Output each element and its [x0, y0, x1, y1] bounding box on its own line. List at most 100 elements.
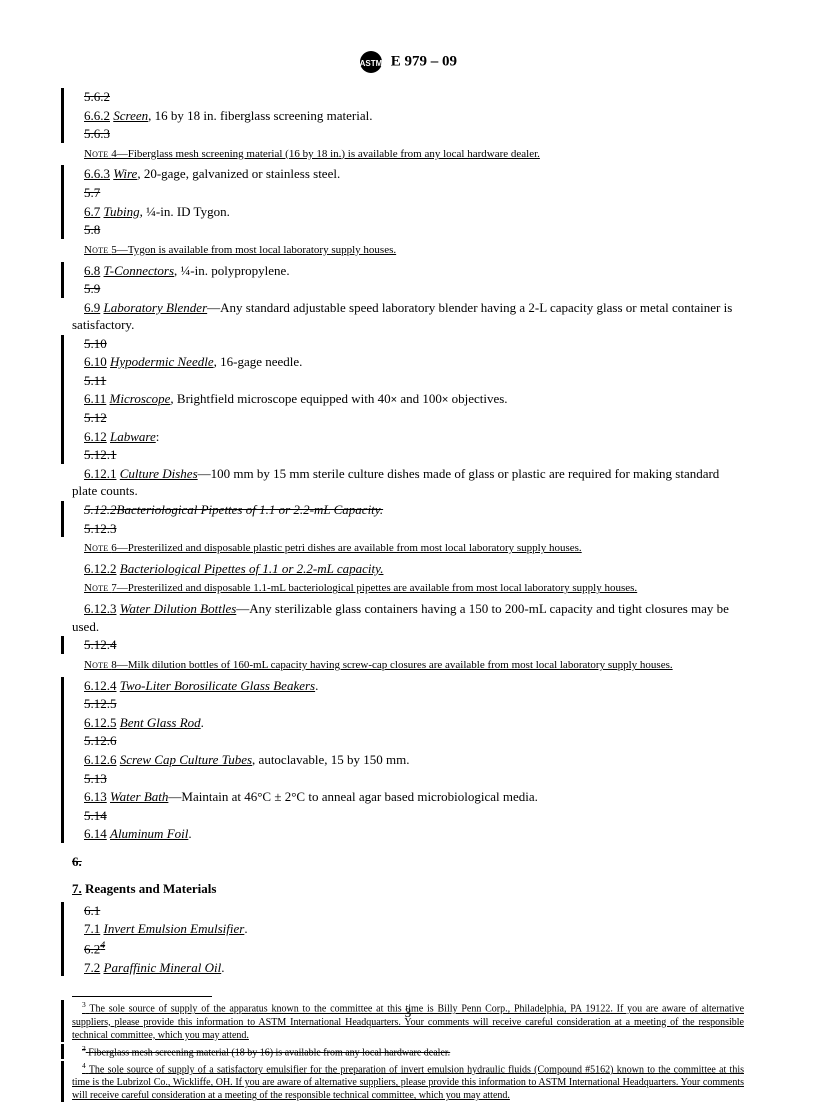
clause-text: : [156, 429, 160, 444]
struck-num: 5.14 [84, 808, 107, 823]
struck-num: 5.9 [84, 281, 100, 296]
clause-num: 6.9 [84, 300, 100, 315]
fn-text: Fiberglass mesh screening material (18 b… [88, 1047, 450, 1058]
note-lead: Note [84, 244, 111, 256]
clause-term: T-Connectors [104, 263, 175, 278]
clause-text: —Maintain at 46°C ± 2°C to anneal agar b… [168, 789, 538, 804]
struck-num: 6.2 [84, 941, 100, 956]
clause-text: objectives. [448, 391, 507, 406]
clause-term: Wire [113, 166, 137, 181]
clause-term: Water Dilution Bottles [120, 601, 237, 616]
clause-term: Screen [113, 108, 148, 123]
clause-term: Hypodermic Needle [110, 354, 214, 369]
struck-num: 5.12.4 [84, 637, 117, 652]
struck-num: 5.12 [84, 410, 107, 425]
struck-num: 5.11 [84, 373, 106, 388]
change-bar-block: 6.12.4 Two-Liter Borosilicate Glass Beak… [61, 677, 744, 843]
clause-num: 7.1 [84, 921, 100, 936]
change-bar-block: 5.12.4 [61, 636, 744, 654]
fn-ref: 4 [82, 1061, 86, 1070]
clause-text: , 16 by 18 in. fiberglass screening mate… [148, 108, 372, 123]
struck-num: 5.12.5 [84, 696, 117, 711]
clause-term: Bent Glass Rod [120, 715, 201, 730]
fn-ref: 3 [82, 1044, 86, 1053]
clause-text: , 20-gage, galvanized or stainless steel… [137, 166, 340, 181]
clause-num: 6.6.2 [84, 108, 110, 123]
note-text: 8—Milk dilution bottles of 160-mL capaci… [111, 659, 672, 671]
note-text: 5—Tygon is available from most local lab… [111, 244, 396, 256]
page-header: ASTM E 979 – 09 [72, 50, 744, 74]
struck-num: 5.12.1 [84, 447, 117, 462]
change-bar-block: 3 Fiberglass mesh screening material (18… [61, 1044, 744, 1059]
clause-text: , ¼-in. polypropylene. [174, 263, 290, 278]
clause-term: Screw Cap Culture Tubes [120, 752, 252, 767]
clause-num: 6.12.3 [84, 601, 117, 616]
struck-num: 5.6.2 [84, 89, 110, 104]
change-bar-block: 4 The sole source of supply of a satisfa… [61, 1061, 744, 1102]
clause-text: . [244, 921, 247, 936]
clause-term: Invert Emulsion Emulsifier [104, 921, 245, 936]
clause-text: , 16-gage needle. [214, 354, 303, 369]
clause-term: Paraffinic Mineral Oil [104, 960, 222, 975]
clause-text: and 100 [397, 391, 442, 406]
clause-text: . [315, 678, 318, 693]
clause-num: 6.7 [84, 204, 100, 219]
change-bar-block: 5.10 6.10 Hypodermic Needle, 16-gage nee… [61, 335, 744, 464]
clause-term: Microscope [110, 391, 171, 406]
clause-num: 6.11 [84, 391, 106, 406]
clause-term: Two-Liter Borosilicate Glass Beakers [120, 678, 315, 693]
struck-num: 5.12.3 [84, 521, 117, 536]
page-number: 3 [0, 1004, 816, 1022]
clause-num: 6.13 [84, 789, 107, 804]
struck-num: 5.13 [84, 771, 107, 786]
astm-logo: ASTM [359, 50, 383, 74]
clause-num: 6.8 [84, 263, 100, 278]
clause-num: 6.12.6 [84, 752, 117, 767]
change-bar-block: 5.12.2Bacteriological Pipettes of 1.1 or… [61, 501, 744, 537]
note-lead: Note [84, 659, 111, 671]
clause-text: . [201, 715, 204, 730]
struck-num: 5.6.3 [84, 126, 110, 141]
change-bar-block: 6.8 T-Connectors, ¼-in. polypropylene. 5… [61, 262, 744, 298]
note-lead: Note [84, 148, 111, 160]
clause-num: 6.12.4 [84, 678, 117, 693]
designation: E 979 – 09 [391, 53, 457, 69]
clause-text: . [221, 960, 224, 975]
section-title: Reagents and Materials [82, 881, 217, 896]
struck-line: 5.12.2Bacteriological Pipettes of 1.1 or… [84, 502, 383, 517]
struck-num: 6.1 [84, 903, 100, 918]
note-lead: Note [84, 582, 111, 594]
svg-text:ASTM: ASTM [360, 59, 383, 68]
clause-term: Water Bath [110, 789, 168, 804]
clause-text: , ¼-in. ID Tygon. [140, 204, 230, 219]
section-num: 7. [72, 881, 82, 896]
note-lead: Note [84, 542, 111, 554]
clause-term: Labware [110, 429, 156, 444]
clause-num: 6.14 [84, 826, 107, 841]
note-text: 7—Presterilized and disposable 1.1-mL ba… [111, 582, 637, 594]
struck-num: 5.10 [84, 336, 107, 351]
struck-num: 5.12.6 [84, 733, 117, 748]
struck-section: 6. [72, 854, 82, 869]
clause-text: , autoclavable, 15 by 150 mm. [252, 752, 409, 767]
note-text: 4—Fiberglass mesh screening material (16… [111, 148, 540, 160]
struck-num: 5.7 [84, 185, 100, 200]
clause-num: 6.12 [84, 429, 107, 444]
change-bar-block: 6.1 7.1 Invert Emulsion Emulsifier. 6.24… [61, 902, 744, 977]
clause-num: 7.2 [84, 960, 100, 975]
clause-num: 6.6.3 [84, 166, 110, 181]
struck-num: 5.8 [84, 222, 100, 237]
clause-num: 6.12.5 [84, 715, 117, 730]
clause-num: 6.10 [84, 354, 107, 369]
clause-text: , Brightfield microscope equipped with 4… [170, 391, 390, 406]
clause-num: 6.12.1 [84, 466, 117, 481]
clause-term: Laboratory Blender [104, 300, 208, 315]
clause-term: Aluminum Foil [110, 826, 188, 841]
change-bar-block: 5.6.2 6.6.2 Screen, 16 by 18 in. fibergl… [61, 88, 744, 143]
change-bar-block: 6.6.3 Wire, 20-gage, galvanized or stain… [61, 165, 744, 238]
clause-term: Culture Dishes [120, 466, 198, 481]
clause-text: . [188, 826, 191, 841]
clause-num: 6.12.2 [84, 561, 117, 576]
struck-fn-ref: 4 [100, 940, 105, 951]
clause-term: Bacteriological Pipettes of 1.1 or 2.2-m… [120, 561, 384, 576]
